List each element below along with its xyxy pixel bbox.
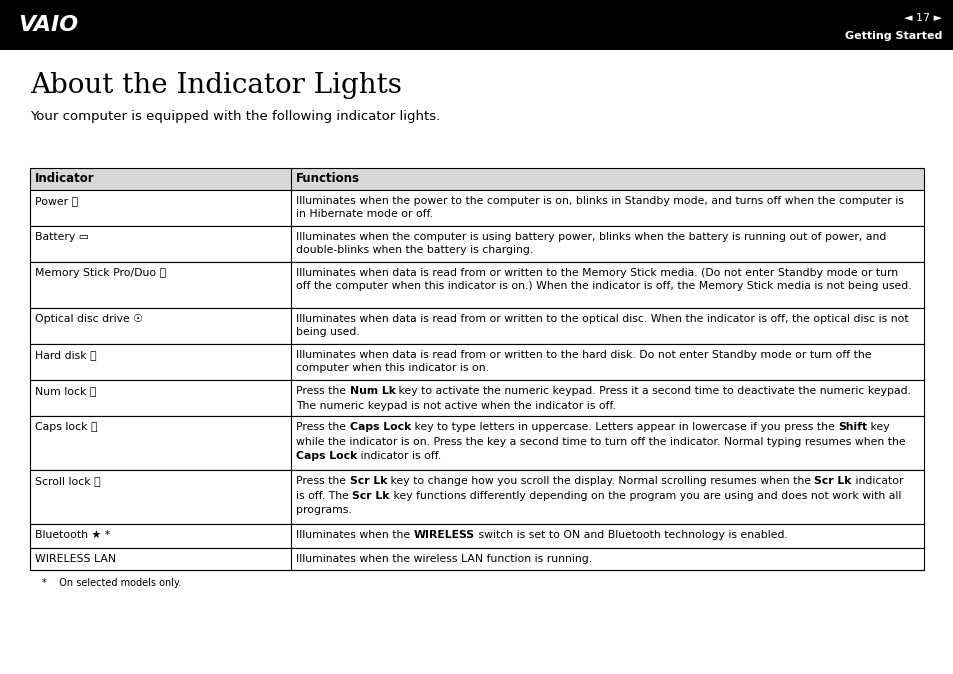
Text: while the indicator is on. Press the key a second time to turn off the indicator: while the indicator is on. Press the key… (295, 437, 904, 447)
Text: Illuminates when the power to the computer is on, blinks in Standby mode, and tu: Illuminates when the power to the comput… (295, 196, 903, 219)
Text: Your computer is equipped with the following indicator lights.: Your computer is equipped with the follo… (30, 110, 439, 123)
Text: Press the: Press the (295, 422, 349, 432)
Bar (30, 416, 923, 470)
Text: WIRELESS: WIRELESS (414, 530, 475, 540)
Text: *    On selected models only.: * On selected models only. (42, 578, 181, 588)
Text: About the Indicator Lights: About the Indicator Lights (30, 72, 401, 99)
Text: Getting Started: Getting Started (843, 31, 941, 41)
Text: ◄ 17 ►: ◄ 17 ► (902, 13, 941, 23)
Text: Num Lk: Num Lk (349, 386, 395, 396)
Bar (0, 0, 953, 50)
Text: Illuminates when the: Illuminates when the (295, 530, 414, 540)
Text: Scroll lock ⎕: Scroll lock ⎕ (35, 476, 100, 486)
Text: indicator: indicator (851, 476, 902, 486)
Text: Scr Lk: Scr Lk (349, 476, 387, 486)
Text: Power ⏻: Power ⏻ (35, 196, 78, 206)
Text: key to activate the numeric keypad. Press it a second time to deactivate the num: key to activate the numeric keypad. Pres… (395, 386, 910, 396)
Bar (30, 380, 923, 416)
Text: Caps Lock: Caps Lock (349, 422, 411, 432)
Text: key to type letters in uppercase. Letters appear in lowercase if you press the: key to type letters in uppercase. Letter… (411, 422, 837, 432)
Bar (30, 470, 923, 524)
Text: Scr Lk: Scr Lk (352, 491, 390, 501)
Bar (30, 226, 923, 262)
Text: key to change how you scroll the display. Normal scrolling resumes when the: key to change how you scroll the display… (387, 476, 814, 486)
Text: The numeric keypad is not active when the indicator is off.: The numeric keypad is not active when th… (295, 400, 616, 410)
Bar (30, 308, 923, 344)
Text: is off. The: is off. The (295, 491, 352, 501)
Text: Illuminates when data is read from or written to the optical disc. When the indi: Illuminates when data is read from or wr… (295, 314, 907, 337)
Text: Press the: Press the (295, 476, 349, 486)
Text: key: key (866, 422, 889, 432)
Text: Bluetooth ★ *: Bluetooth ★ * (35, 530, 110, 540)
Text: Illuminates when the wireless LAN function is running.: Illuminates when the wireless LAN functi… (295, 554, 592, 564)
Text: WIRELESS LAN: WIRELESS LAN (35, 554, 116, 564)
Text: Hard disk ⎕: Hard disk ⎕ (35, 350, 96, 360)
Text: switch is set to ON and Bluetooth technology is enabled.: switch is set to ON and Bluetooth techno… (475, 530, 787, 540)
Text: Battery ▭: Battery ▭ (35, 232, 89, 242)
Text: Press the: Press the (295, 386, 349, 396)
Text: Optical disc drive ☉: Optical disc drive ☉ (35, 314, 143, 324)
Text: Shift: Shift (837, 422, 866, 432)
Text: Scr Lk: Scr Lk (814, 476, 851, 486)
Bar (30, 344, 923, 380)
Text: Functions: Functions (295, 173, 359, 185)
Text: VAIO: VAIO (18, 15, 78, 35)
Text: Illuminates when data is read from or written to the Memory Stick media. (Do not: Illuminates when data is read from or wr… (295, 268, 911, 290)
Text: indicator is off.: indicator is off. (357, 452, 441, 461)
Text: Illuminates when data is read from or written to the hard disk. Do not enter Sta: Illuminates when data is read from or wr… (295, 350, 871, 373)
Text: Caps lock ⎕: Caps lock ⎕ (35, 422, 97, 432)
Bar (30, 262, 923, 308)
Text: Num lock ⎕: Num lock ⎕ (35, 386, 96, 396)
Text: programs.: programs. (295, 506, 352, 515)
Text: Illuminates when the computer is using battery power, blinks when the battery is: Illuminates when the computer is using b… (295, 232, 885, 255)
Text: key functions differently depending on the program you are using and does not wo: key functions differently depending on t… (390, 491, 901, 501)
Bar (30, 190, 923, 226)
Text: Caps Lock: Caps Lock (295, 452, 357, 461)
Text: Indicator: Indicator (35, 173, 94, 185)
Bar (30, 168, 923, 190)
Text: Memory Stick Pro/Duo ⛅: Memory Stick Pro/Duo ⛅ (35, 268, 166, 278)
Bar (30, 524, 923, 548)
Bar (30, 548, 923, 570)
